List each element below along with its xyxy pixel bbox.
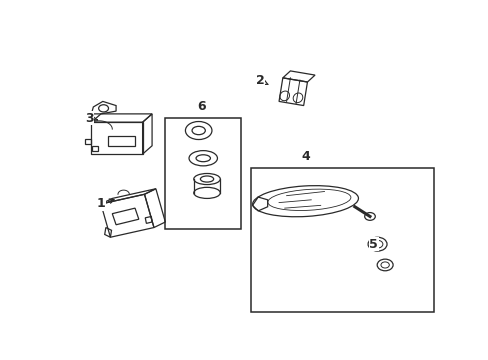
Text: 1: 1 bbox=[96, 198, 114, 211]
Text: 5: 5 bbox=[368, 238, 377, 251]
Bar bbox=[165, 118, 241, 229]
Text: 2: 2 bbox=[255, 74, 267, 87]
Text: 3: 3 bbox=[85, 112, 97, 125]
Text: 6: 6 bbox=[197, 100, 205, 113]
Text: 4: 4 bbox=[301, 150, 309, 163]
Bar bbox=[250, 168, 433, 312]
